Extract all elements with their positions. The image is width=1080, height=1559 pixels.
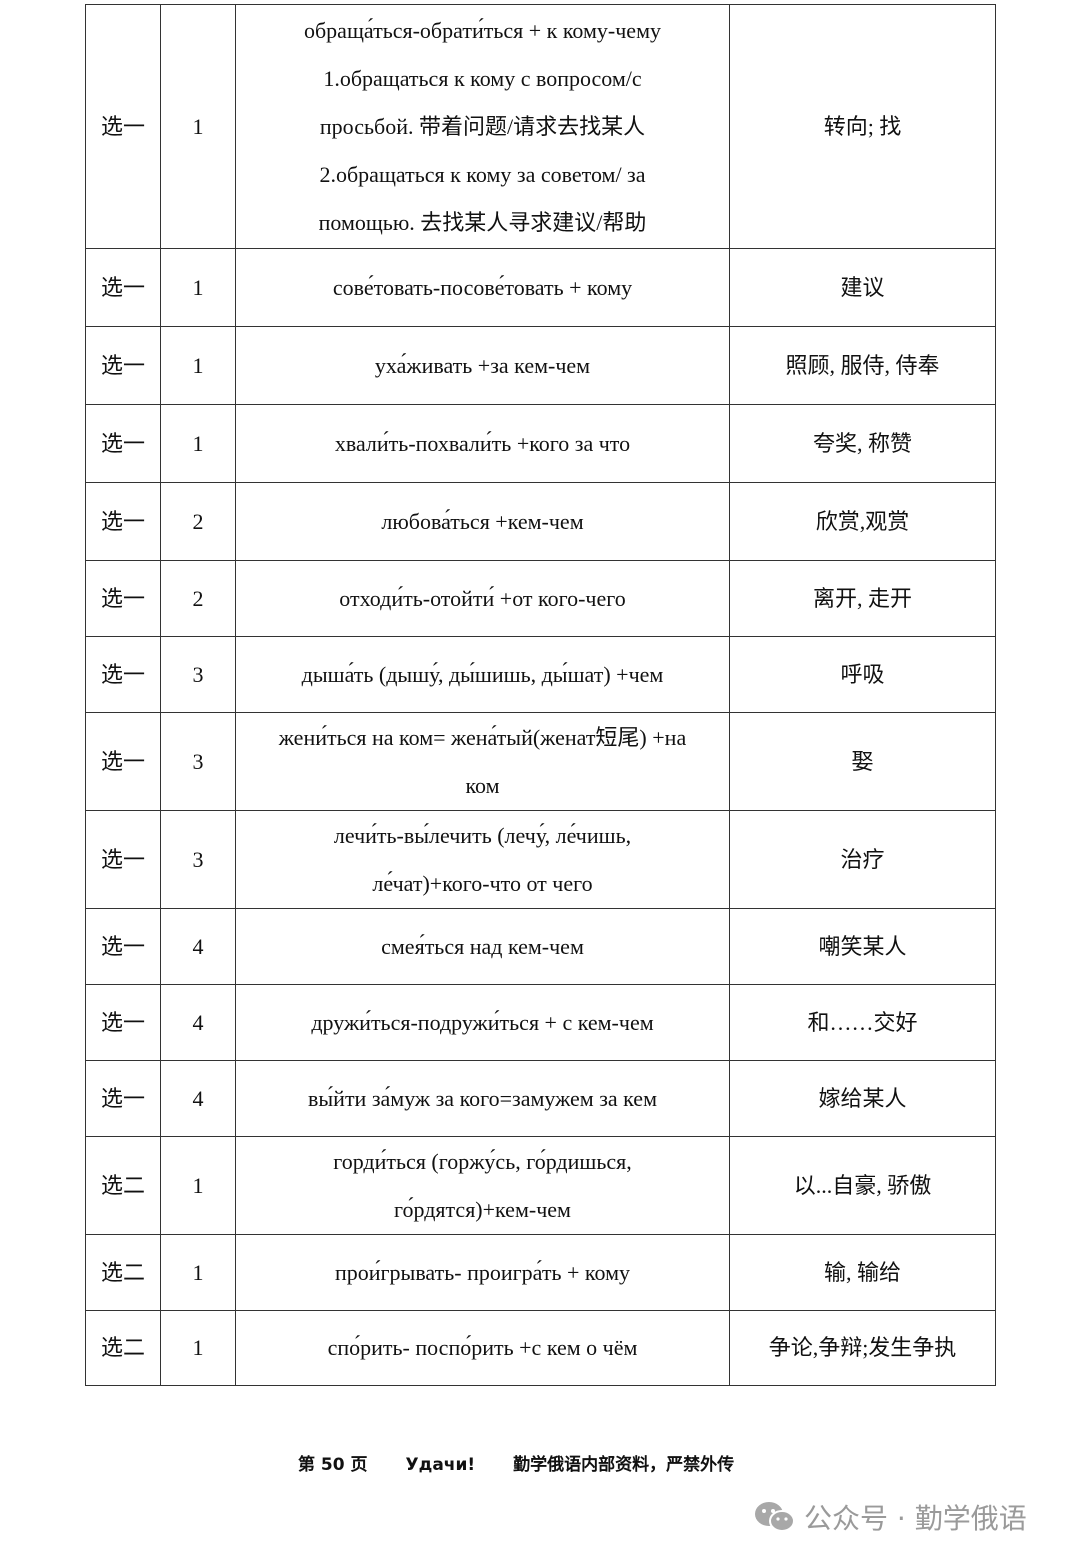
category-cell: 选一 [85,712,161,811]
phrase-cell: отходи́ть-отойти́ +от кого-чего [235,560,730,637]
phrase-cell: смея́ться над кем-чем [235,908,730,985]
category-cell: 选一 [85,482,161,561]
phrase-cell: дыша́ть (дышу́, ды́шишь, ды́шат) +чем [235,636,730,713]
phrase-cell: обраща́ться-обрати́ться + к кому-чему 1.… [235,4,730,249]
category-cell: 选一 [85,1060,161,1137]
phrase-cell: хвали́ть-похвали́ть +кого за что [235,404,730,483]
table-row: 选一 2 отходи́ть-отойти́ +от кого-чего 离开, 走开 [85,560,996,637]
lesson-cell: 4 [160,908,236,985]
lesson-cell: 1 [160,404,236,483]
meaning-cell: 离开, 走开 [729,560,996,637]
meaning-cell: 娶 [729,712,996,811]
lesson-cell: 3 [160,810,236,909]
phrase-cell: дружи́ться-подружи́ться + с кем-чем [235,984,730,1061]
table-row: 选一 1 сове́товать-посове́товать + кому 建议 [85,248,996,327]
table-row: 选一 3 жени́ться на ком= жена́тый(женат短尾) +… [85,712,996,811]
meaning-cell: 建议 [729,248,996,327]
table-row: 选一 1 обраща́ться-обрати́ться + к кому-чему… [85,4,996,249]
meaning-cell: 输, 输给 [729,1234,996,1311]
category-cell: 选二 [85,1234,161,1311]
table-row: 选一 2 любова́ться +кем-чем 欣赏,观赏 [85,482,996,561]
phrase-cell: любова́ться +кем-чем [235,482,730,561]
category-cell: 选一 [85,908,161,985]
meaning-cell: 嘲笑某人 [729,908,996,985]
table-row: 选一 4 вы́йти за́муж за кого=замужем за кем 嫁… [85,1060,996,1137]
meaning-cell: 转向; 找 [729,4,996,249]
phrase-cell: уха́живать +за кем-чем [235,326,730,405]
lesson-cell: 3 [160,636,236,713]
page-footer: 第 50 页 Удачи! 勤学俄语内部资料，严禁外传 [298,1450,772,1475]
table-row: 选一 3 дыша́ть (дышу́, ды́шишь, ды́шат) +чем… [85,636,996,713]
watermark-text: 公众号 · 勤学俄语 [804,1502,1027,1535]
meaning-cell: 以...自豪, 骄傲 [729,1136,996,1235]
meaning-cell: 呼吸 [729,636,996,713]
meaning-cell: 夸奖, 称赞 [729,404,996,483]
phrase-cell: горди́ться (горжу́сь, го́рдишься, го́рдя… [235,1136,730,1235]
table-row: 选二 1 спо́рить- поспо́рить +с кем о чём 争论,争… [85,1310,996,1386]
table-row: 选二 1 прои́грывать- проигра́ть + кому 输, 输给 [85,1234,996,1311]
lesson-cell: 2 [160,560,236,637]
phrase-cell: спо́рить- поспо́рить +с кем о чём [235,1310,730,1386]
footer-notice: 勤学俄语内部资料，严禁外传 [513,1455,735,1475]
table-row: 选一 1 хвали́ть-похвали́ть +кого за что 夸奖, 称… [85,404,996,483]
phrase-cell: сове́товать-посове́товать + кому [235,248,730,327]
category-cell: 选一 [85,560,161,637]
table-row: 选一 4 смея́ться над кем-чем 嘲笑某人 [85,908,996,985]
table-row: 选一 3 лечи́ть-вы́лечить (лечу́, ле́чишь, ле… [85,810,996,909]
lesson-cell: 1 [160,1136,236,1235]
category-cell: 选二 [85,1136,161,1235]
lesson-cell: 1 [160,1310,236,1386]
vocabulary-table: 选一 1 обраща́ться-обрати́ться + к кому-чему… [85,4,996,1386]
watermark: 公众号 · 勤学俄语 [754,1497,1027,1537]
category-cell: 选一 [85,326,161,405]
page-number: 第 50 页 [298,1455,368,1475]
category-cell: 选一 [85,248,161,327]
table-row: 选二 1 горди́ться (горжу́сь, го́рдишься, го́… [85,1136,996,1235]
lesson-cell: 1 [160,326,236,405]
phrase-cell: прои́грывать- проигра́ть + кому [235,1234,730,1311]
category-cell: 选一 [85,4,161,249]
category-cell: 选一 [85,404,161,483]
footer-wish: Удачи! [405,1455,476,1475]
table-row: 选一 1 уха́живать +за кем-чем 照顾, 服侍, 侍奉 [85,326,996,405]
lesson-cell: 3 [160,712,236,811]
wechat-icon [755,1502,795,1532]
category-cell: 选一 [85,810,161,909]
table-row: 选一 4 дружи́ться-подружи́ться + с кем-чем 和…… [85,984,996,1061]
phrase-cell: вы́йти за́муж за кого=замужем за кем [235,1060,730,1137]
meaning-cell: 照顾, 服侍, 侍奉 [729,326,996,405]
lesson-cell: 2 [160,482,236,561]
meaning-cell: 争论,争辩;发生争执 [729,1310,996,1386]
meaning-cell: 和……交好 [729,984,996,1061]
meaning-cell: 欣赏,观赏 [729,482,996,561]
phrase-cell: лечи́ть-вы́лечить (лечу́, ле́чишь, ле́ча… [235,810,730,909]
phrase-cell: жени́ться на ком= жена́тый(женат短尾) +на … [235,712,730,811]
category-cell: 选二 [85,1310,161,1386]
lesson-cell: 1 [160,248,236,327]
meaning-cell: 嫁给某人 [729,1060,996,1137]
lesson-cell: 1 [160,1234,236,1311]
lesson-cell: 4 [160,984,236,1061]
lesson-cell: 1 [160,4,236,249]
meaning-cell: 治疗 [729,810,996,909]
category-cell: 选一 [85,984,161,1061]
lesson-cell: 4 [160,1060,236,1137]
category-cell: 选一 [85,636,161,713]
